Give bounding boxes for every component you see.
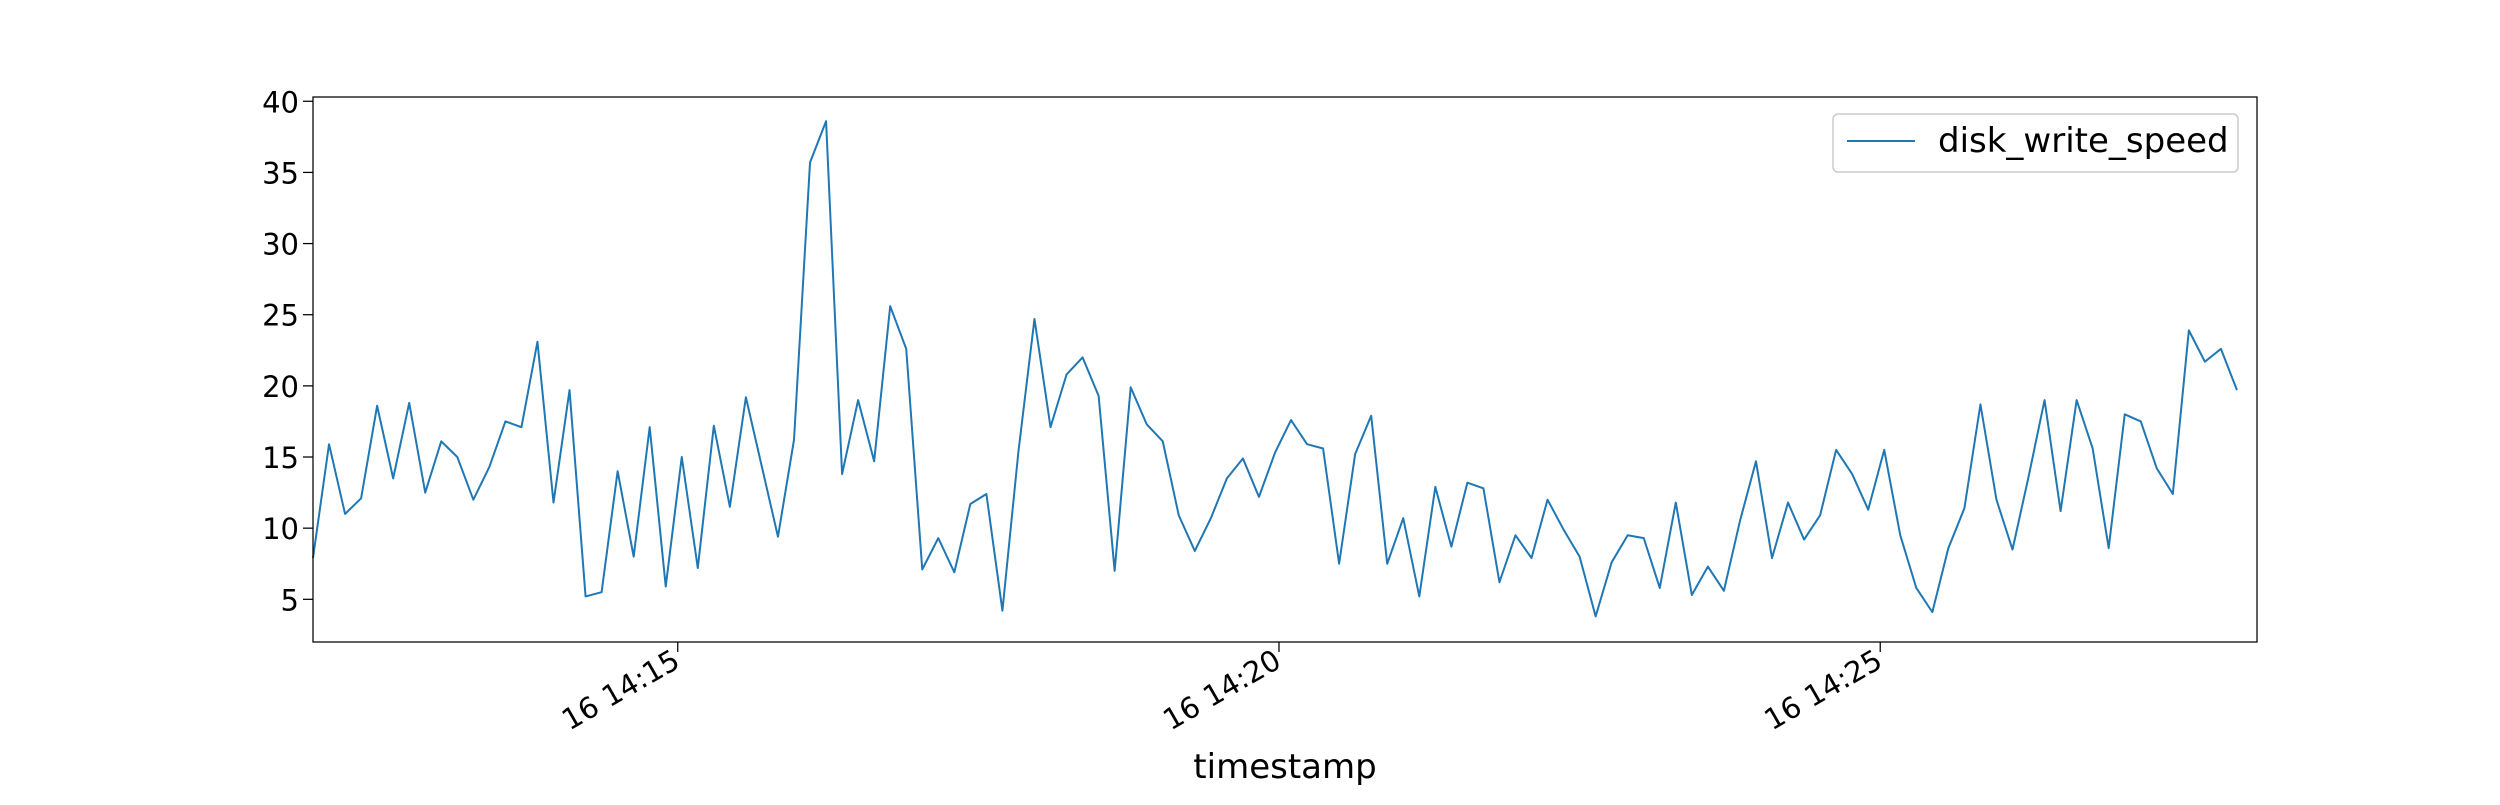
series-line-disk-write-speed [312, 120, 2238, 618]
x-axis: 16 14:15 16 14:20 16 14:25 [556, 642, 1888, 737]
y-tick-label: 10 [262, 512, 299, 546]
y-tick-label: 5 [281, 583, 299, 617]
legend: disk_write_speed [1832, 113, 2239, 173]
y-tick-label: 20 [262, 370, 299, 404]
y-tick-label: 40 [262, 85, 299, 119]
y-axis: 5 10 15 20 25 30 35 40 [262, 85, 313, 617]
x-axis-label: timestamp [1193, 747, 1376, 787]
legend-box [1832, 113, 2239, 173]
series-layer [312, 120, 2238, 618]
x-tick-label: 16 14:15 [556, 643, 685, 737]
y-tick-label: 35 [262, 156, 299, 190]
y-tick-label: 30 [262, 228, 299, 262]
x-tick-label: 16 14:25 [1758, 643, 1887, 737]
y-tick-label: 25 [262, 299, 299, 333]
legend-label: disk_write_speed [1938, 121, 2229, 161]
y-tick-label: 15 [262, 441, 299, 475]
x-tick-label: 16 14:20 [1157, 643, 1286, 737]
plot-frame [312, 96, 2258, 643]
